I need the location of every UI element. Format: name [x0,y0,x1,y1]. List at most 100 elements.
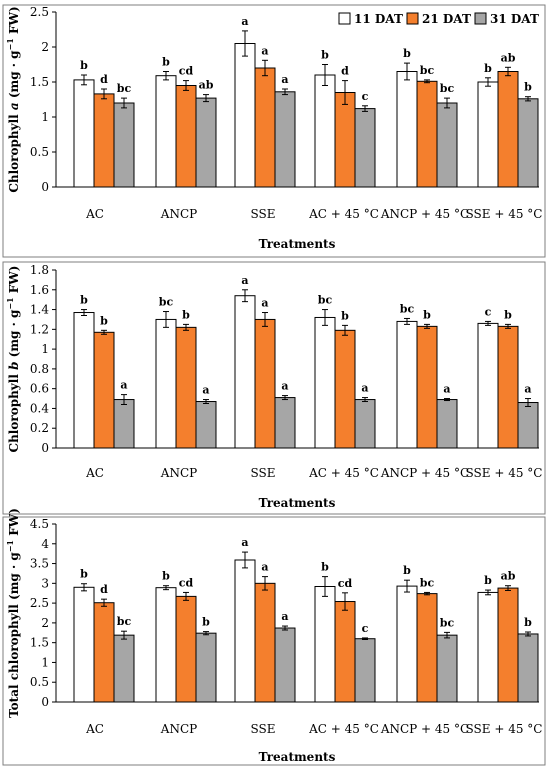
chart-panel-2: 0 0.2 0.4 0.6 0.8 1 1.2 1.4 1.6 1.8 Chlorophyll b … [2,261,546,515]
category-label: AC + 45 °C [308,207,379,221]
bar [334,329,356,449]
category-label: AC + 45 °C [308,466,379,480]
y-axis-label-part: FW) [7,508,21,540]
y-axis-label-part: FW) [7,266,21,298]
significance-label: ab [501,570,516,583]
significance-label: b [162,56,170,69]
y-tick-label: 1.2 [30,322,49,336]
bar [517,402,539,449]
bar [195,97,217,188]
chart-frame [2,516,546,766]
bar [93,602,115,703]
significance-label: a [261,297,268,310]
significance-label: bc [420,576,435,589]
y-tick-label: 0.2 [30,421,49,435]
bar [274,627,296,703]
y-tick-label: 0.8 [30,362,49,376]
y-axis-label-part: (mg · g [7,309,21,361]
significance-label: cd [338,577,353,590]
category-label: SSE + 45 °C [466,722,543,736]
bar [314,585,336,703]
significance-label: a [361,382,368,395]
bar [274,397,296,449]
bar [314,316,336,449]
significance-label: b [524,81,532,94]
y-axis-label-part: (mg · g [7,50,21,102]
y-tick-label: 1.5 [30,636,49,650]
bar [497,587,519,703]
bar [195,632,217,703]
y-axis-label-part: Total chlorophyll (mg · g [7,552,21,718]
y-axis-label-part: −1 [5,38,15,50]
significance-label: a [241,536,248,549]
bar [73,586,95,703]
bar [517,98,539,188]
bar [416,325,438,449]
significance-label: cd [179,65,194,78]
significance-label: a [261,44,268,57]
bar [396,71,418,188]
y-tick-label: 1.5 [30,75,49,89]
y-tick-label: 0.4 [30,401,49,415]
y-tick-label: 4 [41,537,49,551]
y-tick-label: 2 [41,40,49,54]
significance-label: b [524,616,532,629]
y-tick-label: 0.5 [30,145,49,159]
bar [396,320,418,449]
y-axis-label-part: a [7,102,21,110]
x-axis-label: Treatments [259,750,336,764]
bar [195,401,217,449]
legend-swatch [338,12,351,25]
category-label: AC [85,722,104,736]
significance-label: a [281,610,288,623]
legend-label: 31 DAT [490,12,539,26]
bar [155,75,177,188]
significance-label: b [504,308,512,321]
y-tick-label: 0 [41,180,49,194]
bar [234,295,256,449]
significance-label: b [484,574,492,587]
significance-label: b [484,62,492,75]
category-label: ANCP + 45 °C [380,207,469,221]
bar [175,326,197,449]
significance-label: b [100,314,108,327]
y-tick-label: 1.6 [30,283,49,297]
y-axis-label: Chlorophyll a (mg · g−1 FW) [5,6,21,192]
y-tick-label: 0 [41,441,49,455]
significance-label: bc [159,296,174,309]
bar [234,43,256,188]
category-label: ANCP [160,722,197,736]
category-label: AC + 45 °C [308,722,379,736]
significance-label: c [485,305,492,318]
bar [155,318,177,449]
category-label: SSE [251,207,276,221]
y-tick-label: 2 [41,616,49,630]
legend-swatch [474,12,487,25]
bar [354,399,376,449]
y-axis-label-part: Chlorophyll [7,110,21,193]
bar [497,71,519,188]
bar [93,93,115,188]
significance-label: b [341,309,349,322]
bar [416,80,438,188]
bar [175,85,197,188]
y-axis-label-part: −1 [5,540,15,552]
x-axis-label: Treatments [259,496,336,510]
y-tick-label: 0 [41,695,49,709]
significance-label: a [261,561,268,574]
significance-label: b [321,561,329,574]
y-tick-label: 2.5 [30,596,49,610]
significance-label: d [341,65,349,78]
significance-label: cd [179,576,194,589]
bar [436,634,458,703]
significance-label: b [403,47,411,60]
significance-label: b [202,616,210,629]
bar [436,102,458,188]
bar [93,331,115,449]
significance-label: b [162,570,170,583]
bar [314,74,336,188]
significance-label: a [241,15,248,28]
bar [113,102,135,188]
significance-label: bc [440,82,455,95]
significance-label: bc [318,294,333,307]
